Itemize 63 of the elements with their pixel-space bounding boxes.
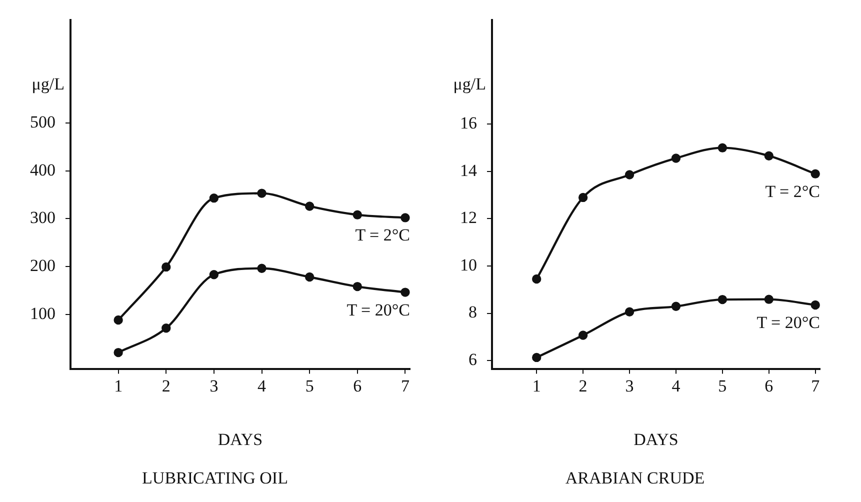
x-tick-label: 1 (114, 376, 123, 396)
point (352, 210, 362, 220)
point (352, 282, 362, 292)
point (810, 169, 820, 178)
point (162, 262, 171, 272)
y-tick-label: 14 (460, 160, 478, 180)
point (532, 352, 542, 362)
x-tick-label: 7 (811, 376, 820, 396)
point (810, 300, 820, 310)
point (257, 264, 266, 273)
y-axis-title: μg/L (453, 74, 486, 94)
x-tick-label: 6 (764, 376, 774, 396)
y-tick-label: 10 (460, 255, 477, 274)
point (162, 324, 171, 333)
x-tick-label: 4 (258, 376, 267, 396)
y-tick-label: 500 (30, 112, 56, 132)
x-tick-label: 6 (353, 376, 362, 396)
x-tick-label: 2 (162, 376, 170, 396)
x-tick-label: 1 (532, 376, 541, 396)
text: LUBRICATING OIL (142, 468, 288, 488)
y-tick-label: 16 (460, 114, 477, 133)
point (400, 288, 410, 297)
point (209, 270, 219, 280)
x-tick-label: 3 (210, 376, 218, 396)
point (764, 294, 774, 304)
x-tick-label: 5 (718, 376, 727, 396)
x-tick-label: 7 (400, 376, 410, 396)
y-axis-title: μg/L (32, 74, 64, 94)
x-axis-title: DAYS (634, 430, 678, 449)
point (304, 272, 314, 282)
series-label: T = 2°C (765, 182, 820, 201)
series-label: T = 20°C (346, 300, 410, 320)
point (578, 192, 588, 202)
y-tick-label: 12 (460, 208, 477, 228)
point (304, 202, 314, 211)
point (718, 143, 728, 152)
y-tick-label: 8 (468, 302, 477, 322)
y-tick-label: 100 (30, 304, 56, 323)
x-tick-label: 3 (625, 376, 634, 396)
point (400, 213, 410, 222)
x-axis-title: DAYS (218, 430, 263, 449)
point (114, 348, 123, 358)
point (114, 315, 123, 325)
point (764, 151, 774, 160)
y-tick-label: 400 (30, 160, 56, 180)
point (257, 188, 266, 198)
series-label: T = 20°C (756, 312, 820, 332)
x-tick-label: 5 (305, 376, 314, 396)
y-tick-label: 200 (30, 256, 56, 275)
x-tick-label: 2 (578, 376, 588, 396)
y-tick-label: 6 (468, 350, 477, 369)
text: ARABIAN CRUDE (565, 468, 705, 488)
point (671, 154, 681, 163)
series-label: T = 2°C (355, 226, 410, 245)
point (532, 274, 542, 284)
y-tick-label: 300 (30, 208, 56, 228)
point (671, 302, 681, 312)
point (209, 193, 219, 203)
x-tick-label: 4 (672, 376, 681, 396)
point (624, 170, 634, 180)
point (718, 294, 728, 304)
point (624, 307, 634, 316)
point (578, 330, 588, 340)
